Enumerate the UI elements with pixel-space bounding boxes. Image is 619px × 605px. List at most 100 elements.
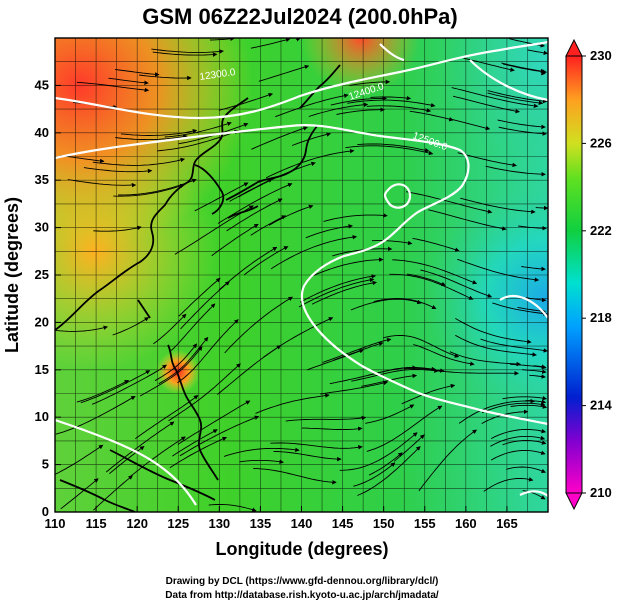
x-axis: 110 115 120 125 130 135 140 145 150 155 160 165	[45, 506, 518, 531]
streamline	[178, 277, 221, 317]
streamline	[357, 446, 421, 496]
streamline	[301, 426, 363, 432]
streamline	[350, 298, 422, 311]
streamline	[533, 364, 547, 369]
streamline	[108, 77, 149, 85]
streamline	[93, 475, 133, 511]
streamline	[275, 93, 349, 118]
streamline	[323, 213, 388, 222]
streamline	[522, 490, 546, 500]
streamline	[460, 197, 536, 214]
streamline	[320, 380, 389, 395]
streamline	[349, 79, 391, 86]
streamline	[449, 351, 522, 367]
streamline	[525, 399, 547, 404]
credit-drawing: Drawing by DCL (https://www.gfd-dennou.o…	[166, 576, 439, 587]
colorbar-tick-label: 226	[590, 135, 612, 150]
x-tick-label: 145	[332, 516, 354, 531]
streamline	[370, 95, 412, 101]
streamline	[91, 364, 167, 405]
streamline	[268, 204, 314, 226]
x-tick-label: 110	[45, 516, 66, 531]
streamline	[336, 107, 385, 115]
streamline	[525, 297, 547, 303]
streamline	[164, 121, 232, 138]
streamline	[368, 452, 403, 476]
streamline	[502, 440, 547, 446]
streamline	[113, 183, 185, 197]
streamline	[229, 178, 273, 202]
streamline	[487, 92, 544, 106]
streamline	[152, 51, 218, 57]
streamline	[139, 74, 192, 81]
streamline	[392, 259, 478, 285]
streamline	[67, 179, 137, 188]
streamline	[382, 334, 460, 358]
streamline	[243, 246, 289, 276]
streamline	[330, 96, 387, 106]
streamline	[371, 240, 413, 246]
x-tick-label: 155	[414, 516, 436, 531]
y-axis-title: Latitude (degrees)	[2, 197, 22, 353]
streamline	[153, 313, 187, 345]
streamline	[55, 444, 104, 475]
streamline	[365, 404, 415, 424]
streamline	[529, 374, 546, 379]
streamline	[339, 432, 418, 471]
streamline	[299, 274, 377, 303]
streamline	[353, 462, 396, 487]
streamline	[263, 317, 334, 358]
streamline	[250, 215, 287, 236]
streamline	[208, 504, 257, 512]
streamline	[332, 246, 393, 257]
colorbar-tick-label: 214	[590, 398, 612, 413]
colorbar-tick-label: 230	[590, 48, 612, 63]
streamline	[273, 450, 342, 462]
x-tick-label: 125	[167, 516, 189, 531]
streamline	[347, 99, 436, 108]
x-tick-label: 135	[250, 516, 272, 531]
streamline	[457, 152, 517, 168]
x-tick-label: 130	[208, 516, 230, 531]
streamline	[172, 429, 218, 457]
streamline	[497, 119, 546, 130]
streamline	[480, 338, 548, 353]
streamline	[305, 224, 353, 239]
y-tick-label: 30	[35, 220, 49, 235]
colorbar-top-arrow	[565, 38, 583, 57]
streamline	[481, 402, 546, 414]
streamline	[92, 157, 186, 166]
streamline	[258, 64, 310, 82]
streamline	[366, 405, 443, 452]
streamline	[501, 62, 546, 74]
y-tick-label: 15	[35, 362, 49, 377]
streamline	[291, 132, 332, 146]
geopotential-contours	[55, 40, 548, 506]
streamline	[106, 421, 175, 473]
streamline	[139, 346, 203, 397]
streamline	[309, 257, 384, 278]
streamline	[93, 225, 142, 232]
streamline	[209, 38, 235, 42]
streamline	[308, 102, 369, 117]
streamline	[55, 325, 109, 332]
x-tick-label: 160	[455, 516, 477, 531]
streamline	[285, 415, 367, 422]
streamline	[485, 165, 546, 177]
streamline	[250, 38, 291, 49]
streamline	[76, 81, 150, 93]
streamline	[428, 209, 507, 231]
streamline	[413, 344, 475, 366]
streamline	[420, 269, 493, 298]
streamline	[115, 134, 188, 141]
y-tick-label: 35	[35, 172, 49, 187]
streamline	[463, 57, 515, 72]
y-tick-label: 10	[35, 409, 49, 424]
streamline	[170, 303, 216, 351]
streamline	[502, 63, 548, 74]
streamline	[498, 126, 547, 136]
colorbar-tick-label: 222	[590, 223, 612, 238]
streamline	[194, 182, 249, 212]
streamline	[177, 319, 239, 384]
